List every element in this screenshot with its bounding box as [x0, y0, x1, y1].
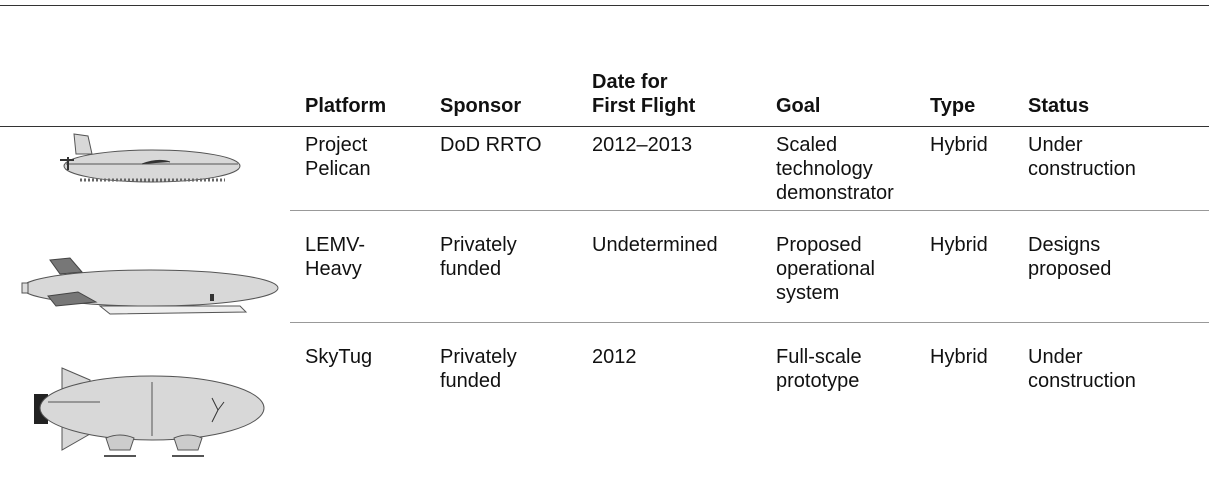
column-header: Date for First Flight	[592, 71, 696, 117]
column-header: Goal	[776, 95, 821, 117]
table-cell: DoD RRTO	[440, 134, 542, 156]
row-rule	[290, 322, 1209, 323]
table-cell: Project Pelican	[305, 134, 371, 180]
column-header: Sponsor	[440, 95, 522, 117]
table-cell: Hybrid	[930, 134, 988, 156]
airship-lemv-heavy	[21, 257, 279, 315]
table-cell: Privately funded	[440, 234, 517, 280]
table-cell: Under construction	[1028, 134, 1136, 180]
table-cell: Full-scale prototype	[776, 346, 862, 392]
table-cell: Privately funded	[440, 346, 517, 392]
header-rule	[0, 126, 1209, 127]
row-rule	[290, 210, 1209, 211]
top-rule	[0, 5, 1209, 6]
table-cell: Scaled technology demonstrator	[776, 134, 894, 204]
table-cell: 2012	[592, 346, 637, 368]
column-header: Status	[1028, 95, 1090, 117]
airship-skytug	[34, 367, 265, 457]
table-cell: Under construction	[1028, 346, 1136, 392]
table-cell: Designs proposed	[1028, 234, 1112, 280]
column-header: Platform	[305, 95, 387, 117]
table-cell: LEMV-Heavy	[305, 234, 366, 280]
table-cell: SkyTug	[305, 346, 373, 368]
table-cell: Hybrid	[930, 234, 988, 256]
table-cell: Hybrid	[930, 346, 988, 368]
table-cell: 2012–2013	[592, 134, 693, 156]
table-cell: Proposed operational system	[776, 234, 875, 304]
table-cell: Undetermined	[592, 234, 718, 256]
airship-pelican	[60, 133, 241, 183]
column-header: Type	[930, 95, 976, 117]
